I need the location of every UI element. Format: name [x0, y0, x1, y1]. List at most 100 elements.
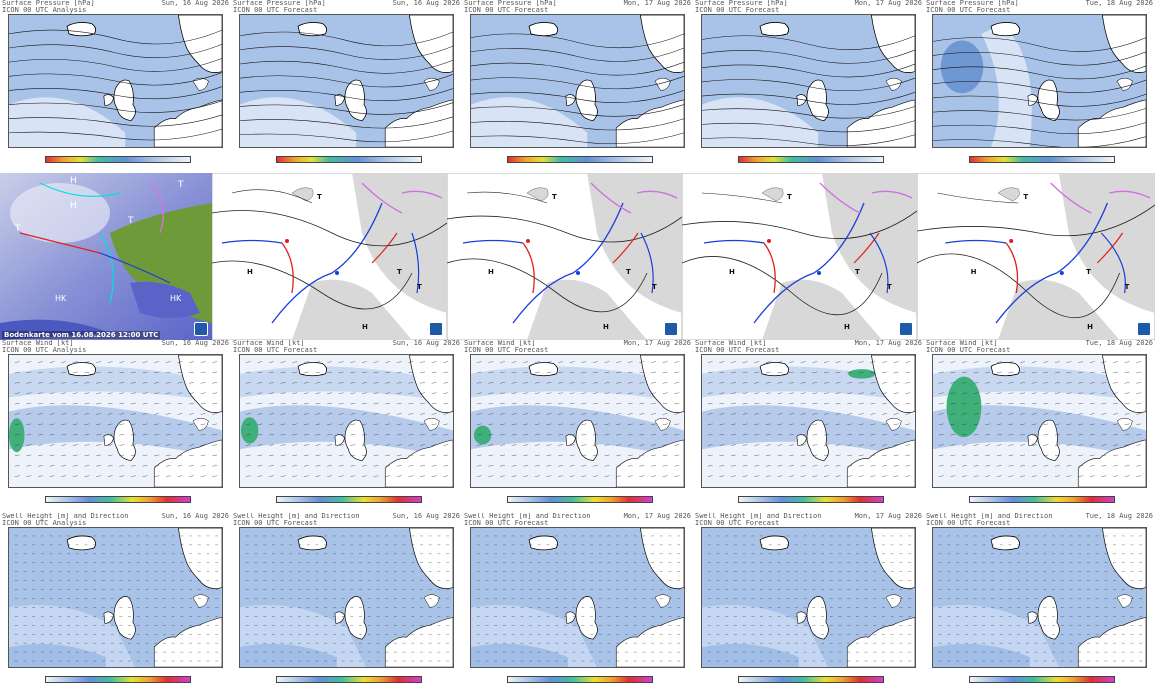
high-pressure-label: H — [1087, 323, 1093, 331]
panel-header: Surface Pressure [hPa] ICON 00 UTC Forec… — [231, 0, 462, 14]
parameter-label: Swell Height [m] and Direction — [2, 513, 129, 520]
map-area — [470, 527, 685, 668]
high-pressure-label: H — [970, 268, 977, 276]
color-scale — [45, 156, 191, 163]
valid-date: Tue, 18 Aug 2026 — [1085, 513, 1153, 520]
parameter-label: Surface Wind [kt] — [233, 340, 305, 347]
valid-date: Mon, 17 Aug 2026 — [854, 340, 922, 347]
pressure-map-panel: Surface Pressure [hPa] ICON 00 UTC Forec… — [231, 0, 462, 168]
color-scale — [507, 156, 653, 163]
wind-map-panel: Surface Wind [kt] ICON 00 UTC Analysis S… — [0, 340, 231, 508]
satellite-analysis-image: H H T T T HK HK Bodenkarte vom 16.08.202… — [0, 173, 212, 340]
low-pressure-label: T — [787, 193, 792, 201]
parameter-label: Surface Pressure [hPa] — [695, 0, 788, 7]
svg-text:T: T — [127, 216, 134, 226]
dwd-logo-icon — [899, 322, 913, 336]
pressure-map-panel: Surface Pressure [hPa] ICON 00 UTC Forec… — [462, 0, 693, 168]
run-label: ICON 00 UTC Analysis — [2, 6, 87, 14]
parameter-label: Surface Wind [kt] — [2, 340, 74, 347]
frontal-chart-panel: H T T H T — [212, 173, 447, 340]
panel-header: Surface Pressure [hPa] ICON 00 UTC Forec… — [693, 0, 924, 14]
run-label: ICON 00 UTC Forecast — [464, 346, 549, 354]
wind-map-panel: Surface Wind [kt] ICON 00 UTC Forecast T… — [924, 340, 1155, 508]
low-pressure-label: T — [552, 193, 557, 201]
panel-header: Swell Height [m] and Direction ICON 00 U… — [231, 513, 462, 527]
high-pressure-label: H — [362, 323, 368, 331]
run-label: ICON 00 UTC Forecast — [695, 6, 780, 14]
color-scale — [738, 156, 884, 163]
color-scale — [507, 676, 653, 683]
swell-map-panel: Swell Height [m] and Direction ICON 00 U… — [0, 513, 231, 688]
map-area — [932, 527, 1147, 668]
panel-header: Surface Pressure [hPa] ICON 00 UTC Forec… — [924, 0, 1155, 14]
color-scale — [738, 496, 884, 503]
map-area — [932, 14, 1147, 148]
parameter-label: Surface Wind [kt] — [464, 340, 536, 347]
wind-map-panel: Surface Wind [kt] ICON 00 UTC Forecast M… — [462, 340, 693, 508]
map-area — [701, 354, 916, 488]
parameter-label: Surface Wind [kt] — [926, 340, 998, 347]
color-scale — [45, 496, 191, 503]
swell-map-panel: Swell Height [m] and Direction ICON 00 U… — [924, 513, 1155, 688]
wind-map-panel: Surface Wind [kt] ICON 00 UTC Forecast S… — [231, 340, 462, 508]
map-area — [8, 14, 223, 148]
run-label: ICON 00 UTC Forecast — [464, 519, 549, 527]
run-label: ICON 00 UTC Analysis — [2, 519, 87, 527]
map-area — [239, 527, 454, 668]
parameter-label: Surface Pressure [hPa] — [233, 0, 326, 7]
valid-date: Mon, 17 Aug 2026 — [854, 0, 922, 7]
map-area — [470, 354, 685, 488]
parameter-label: Swell Height [m] and Direction — [233, 513, 360, 520]
map-area — [8, 527, 223, 668]
map-area — [701, 14, 916, 148]
run-label: ICON 00 UTC Forecast — [695, 519, 780, 527]
parameter-label: Surface Wind [kt] — [695, 340, 767, 347]
svg-text:H: H — [70, 176, 77, 186]
panel-header: Swell Height [m] and Direction ICON 00 U… — [462, 513, 693, 527]
valid-date: Sun, 16 Aug 2026 — [392, 513, 460, 520]
wind-map-panel: Surface Wind [kt] ICON 00 UTC Forecast M… — [693, 340, 924, 508]
svg-text:T: T — [14, 224, 21, 234]
color-scale — [738, 676, 884, 683]
high-pressure-label: H — [844, 323, 850, 331]
valid-date: Tue, 18 Aug 2026 — [1085, 0, 1153, 7]
high-pressure-label: H — [488, 268, 494, 276]
dwd-logo-icon — [194, 322, 208, 336]
run-label: ICON 00 UTC Forecast — [464, 6, 549, 14]
color-scale — [969, 676, 1115, 683]
low-pressure-label: T — [417, 283, 422, 291]
map-area — [701, 527, 916, 668]
panel-header: Surface Wind [kt] ICON 00 UTC Forecast S… — [231, 340, 462, 354]
low-pressure-label: T — [855, 268, 860, 276]
high-pressure-label: H — [247, 268, 253, 276]
valid-date: Sun, 16 Aug 2026 — [392, 0, 460, 7]
panel-header: Swell Height [m] and Direction ICON 00 U… — [693, 513, 924, 527]
low-pressure-label: T — [1124, 283, 1130, 291]
run-label: ICON 00 UTC Analysis — [2, 346, 87, 354]
map-area — [239, 14, 454, 148]
panel-header: Surface Pressure [hPa] ICON 00 UTC Forec… — [462, 0, 693, 14]
svg-text:H: H — [70, 201, 77, 211]
low-pressure-label: T — [317, 193, 322, 201]
valid-date: Mon, 17 Aug 2026 — [623, 513, 691, 520]
valid-date: Sun, 16 Aug 2026 — [161, 513, 229, 520]
run-label: ICON 00 UTC Forecast — [233, 519, 318, 527]
low-pressure-label: T — [397, 268, 402, 276]
swell-map-panel: Swell Height [m] and Direction ICON 00 U… — [462, 513, 693, 688]
color-scale — [276, 496, 422, 503]
pressure-map-panel: Surface Pressure [hPa] ICON 00 UTC Forec… — [924, 0, 1155, 168]
valid-date: Mon, 17 Aug 2026 — [623, 0, 691, 7]
satellite-caption: Bodenkarte vom 16.08.2026 12:00 UTC — [2, 331, 161, 339]
low-pressure-label: T — [1023, 193, 1029, 201]
run-label: ICON 00 UTC Forecast — [695, 346, 780, 354]
low-pressure-label: T — [652, 283, 657, 291]
panel-header: Swell Height [m] and Direction ICON 00 U… — [0, 513, 231, 527]
panel-header: Surface Wind [kt] ICON 00 UTC Forecast M… — [693, 340, 924, 354]
pressure-map-panel: Surface Pressure [hPa] ICON 00 UTC Forec… — [693, 0, 924, 168]
map-area — [470, 14, 685, 148]
map-area — [8, 354, 223, 488]
parameter-label: Swell Height [m] and Direction — [926, 513, 1053, 520]
frontal-chart-panel: H T T H T — [917, 173, 1155, 340]
valid-date: Tue, 18 Aug 2026 — [1085, 340, 1153, 347]
color-scale — [276, 156, 422, 163]
